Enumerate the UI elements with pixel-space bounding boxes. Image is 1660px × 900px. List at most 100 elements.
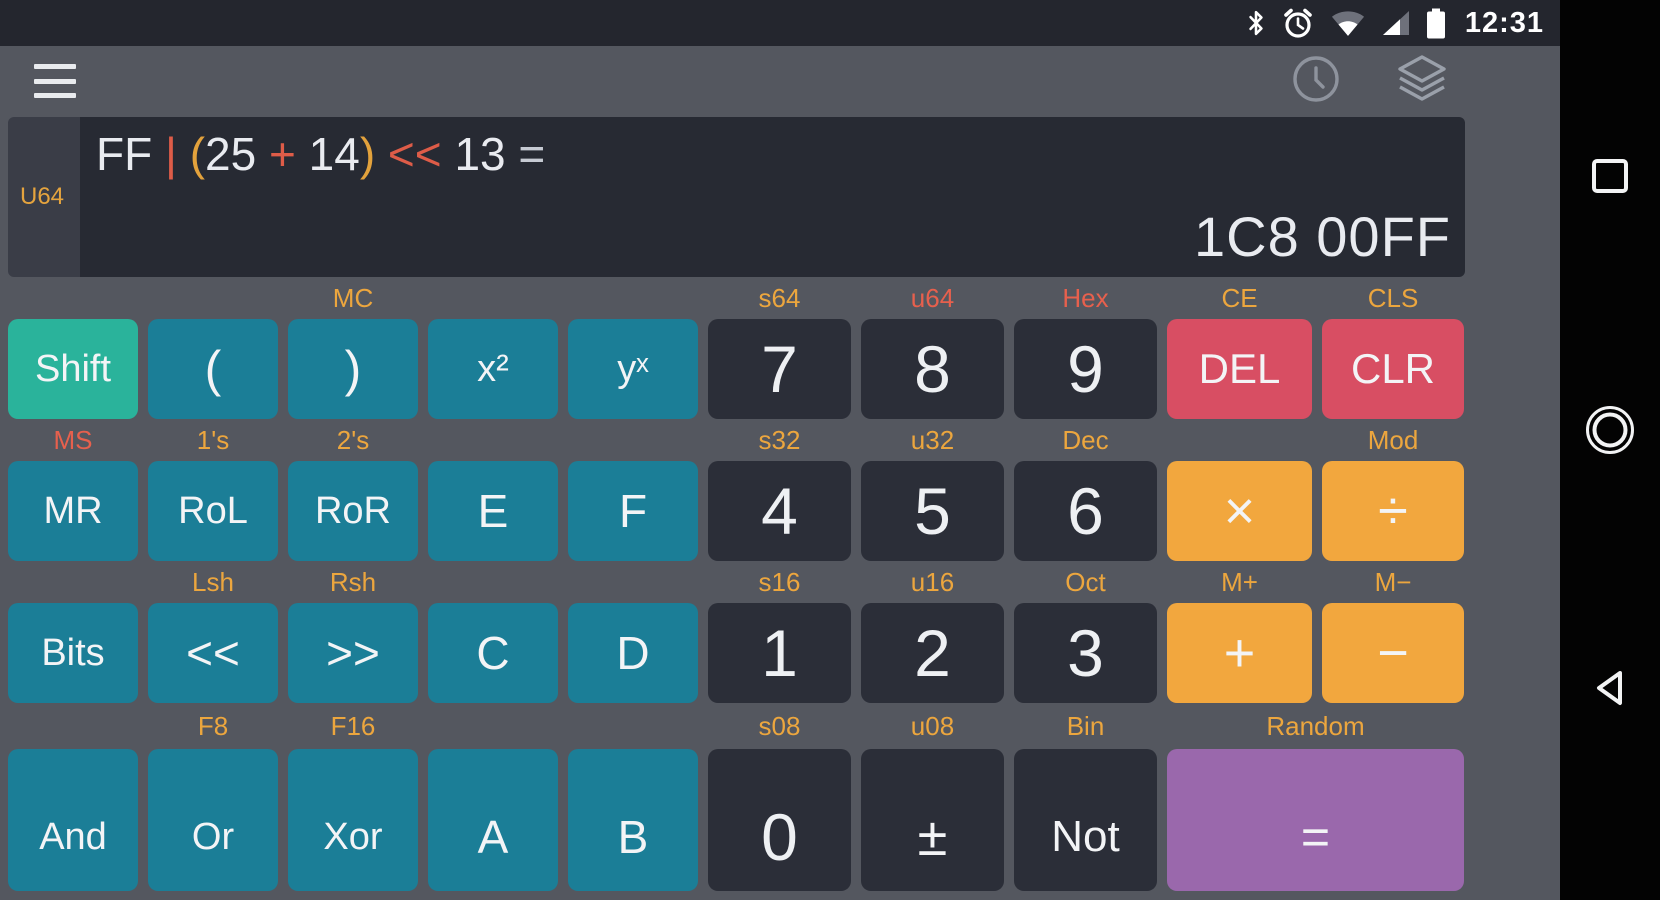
key-d[interactable]: D — [568, 603, 698, 703]
hint-s16: s16 — [758, 566, 801, 597]
key-9[interactable]: 9 — [1014, 319, 1157, 419]
key-ror[interactable]: RoR — [288, 461, 418, 561]
key-xor[interactable]: Xor — [288, 749, 418, 891]
mode-label: U64 — [20, 183, 65, 210]
key-f[interactable]: F — [568, 461, 698, 561]
key-e[interactable]: E — [428, 461, 558, 561]
key-del[interactable]: DEL — [1167, 319, 1312, 419]
signal-icon — [1381, 9, 1411, 37]
hint-row: Lsh Rsh s16 u16 Oct M+ M− — [8, 561, 1464, 603]
key-3[interactable]: 3 — [1014, 603, 1157, 703]
key-or[interactable]: Or — [148, 749, 278, 891]
key-plus-minus[interactable]: ± — [861, 749, 1004, 891]
menu-icon[interactable] — [34, 64, 76, 98]
hint-rsh: Rsh — [329, 566, 377, 597]
key-multiply[interactable]: × — [1167, 461, 1312, 561]
expression-token: FF — [96, 128, 153, 180]
hint-cls: CLS — [1367, 282, 1419, 313]
key-row: Shift() x² yˣ 7 8 9 DEL CLR — [8, 319, 1464, 419]
key-clr[interactable]: CLR — [1322, 319, 1464, 419]
hint-hex: Hex — [1062, 282, 1109, 313]
hint-dec: Dec — [1062, 424, 1109, 455]
expression-token: | — [152, 128, 190, 180]
hint-s08: s08 — [758, 710, 801, 741]
expression-token: << — [375, 128, 455, 180]
key-row: And Or Xor A B 0 ± Not = — [8, 749, 1464, 891]
key-8[interactable]: 8 — [861, 319, 1004, 419]
key-open-paren[interactable]: ( — [148, 319, 278, 419]
toolbar — [0, 46, 1560, 116]
key-bits[interactable]: Bits — [8, 603, 138, 703]
hint-oct: Oct — [1065, 566, 1106, 597]
android-nav-bar — [1560, 0, 1660, 900]
hint-row: MC s64 u64 Hex CE CLS — [8, 277, 1464, 319]
hint-m: M− — [1374, 566, 1412, 597]
hint-row: F8 F16 s08 u08 Bin Random — [8, 703, 1464, 749]
key-x-squared[interactable]: x² — [428, 319, 558, 419]
key-5[interactable]: 5 — [861, 461, 1004, 561]
home-icon[interactable] — [1584, 404, 1636, 461]
hint-f8: F8 — [197, 710, 229, 741]
key-subtract[interactable]: − — [1322, 603, 1464, 703]
key-a[interactable]: A — [428, 749, 558, 891]
hint-mc: MC — [332, 282, 374, 313]
keypad: MC s64 u64 Hex CE CLS Shift() x² yˣ 7 8 9 DEL CLR MS 1'… — [8, 277, 1464, 891]
key-0[interactable]: 0 — [708, 749, 851, 891]
key-4[interactable]: 4 — [708, 461, 851, 561]
bluetooth-icon — [1246, 8, 1266, 38]
status-time: 12:31 — [1464, 6, 1544, 39]
expression-token: ) — [359, 128, 376, 180]
mode-strip: U64 — [8, 117, 80, 277]
battery-icon — [1426, 8, 1446, 39]
key-equals[interactable]: = — [1167, 749, 1464, 891]
recents-icon[interactable] — [1588, 154, 1632, 203]
hint-ce: CE — [1221, 282, 1258, 313]
key-close-paren[interactable]: ) — [288, 319, 418, 419]
key-shift-right[interactable]: >> — [288, 603, 418, 703]
key-y-power-x[interactable]: yˣ — [568, 319, 698, 419]
display-expression: FF | (25 + 14) << 13 = — [96, 127, 1451, 181]
key-not[interactable]: Not — [1014, 749, 1157, 891]
key-and[interactable]: And — [8, 749, 138, 891]
key-c[interactable]: C — [428, 603, 558, 703]
hint-2s: 2's — [336, 424, 370, 455]
key-row: MR RoL RoR E F 4 5 6 × ÷ — [8, 461, 1464, 561]
hint-random: Random — [1266, 710, 1365, 741]
hint-s32: s32 — [758, 424, 801, 455]
hint-u16: u16 — [910, 566, 955, 597]
key-divide[interactable]: ÷ — [1322, 461, 1464, 561]
history-clock-icon[interactable] — [1290, 53, 1342, 110]
hint-u08: u08 — [910, 710, 955, 741]
wifi-icon — [1330, 9, 1366, 38]
key-mr[interactable]: MR — [8, 461, 138, 561]
status-bar: 12:31 — [0, 0, 1560, 46]
key-7[interactable]: 7 — [708, 319, 851, 419]
expression-token: 13 — [454, 128, 506, 180]
key-b[interactable]: B — [568, 749, 698, 891]
key-rol[interactable]: RoL — [148, 461, 278, 561]
layers-icon[interactable] — [1394, 53, 1450, 110]
expression-token: ( — [189, 128, 206, 180]
hint-row: MS 1's 2's s32 u32 Dec Mod — [8, 419, 1464, 461]
key-add[interactable]: + — [1167, 603, 1312, 703]
hint-s64: s64 — [758, 282, 801, 313]
expression-token: 25 — [205, 128, 257, 180]
display-result: 1C8 00FF — [1194, 205, 1451, 268]
alarm-icon — [1281, 7, 1315, 39]
key-2[interactable]: 2 — [861, 603, 1004, 703]
key-1[interactable]: 1 — [708, 603, 851, 703]
hint-ms: MS — [53, 424, 93, 455]
hint-u32: u32 — [910, 424, 955, 455]
key-shift[interactable]: Shift — [8, 319, 138, 419]
hint-lsh: Lsh — [192, 566, 234, 597]
key-shift-left[interactable]: << — [148, 603, 278, 703]
hint-mod: Mod — [1367, 424, 1419, 455]
key-row: Bits << >> C D 1 2 3 + − — [8, 603, 1464, 703]
key-6[interactable]: 6 — [1014, 461, 1157, 561]
back-icon[interactable] — [1590, 666, 1630, 715]
expression-token: + — [256, 128, 309, 180]
calculator-display: U64 FF | (25 + 14) << 13 = 1C8 00FF — [8, 117, 1465, 277]
hint-f16: F16 — [330, 710, 376, 741]
hint-u64: u64 — [910, 282, 955, 313]
